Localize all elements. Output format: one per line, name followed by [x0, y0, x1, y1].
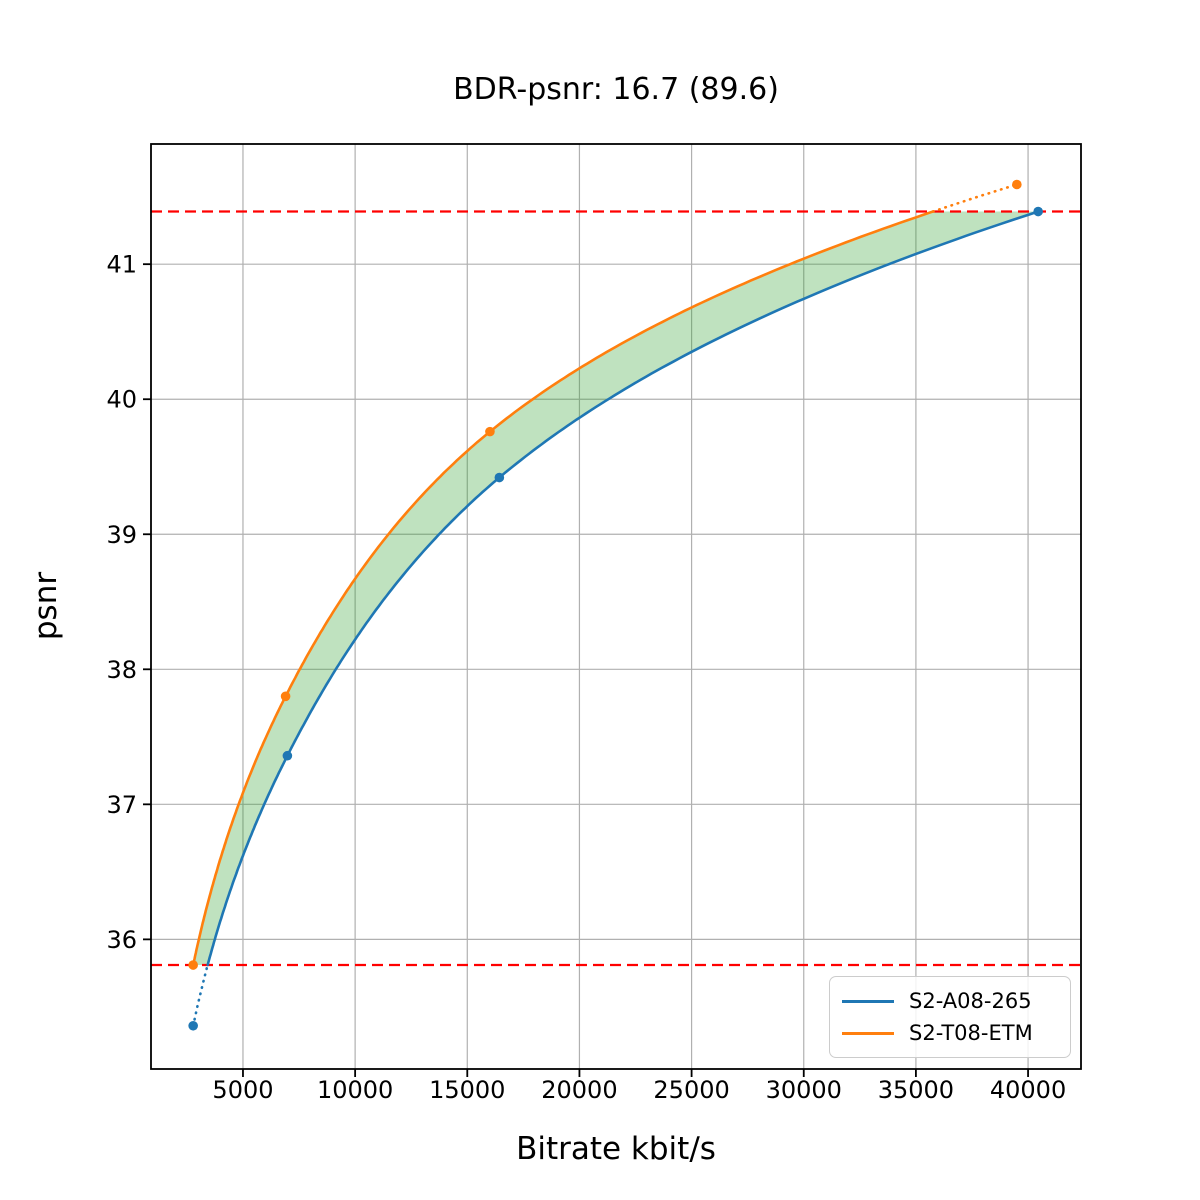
data-point-marker	[485, 426, 495, 437]
legend-line-sample	[842, 999, 894, 1003]
data-point-marker	[188, 1020, 198, 1031]
y-tick-label: 37	[106, 791, 137, 819]
legend-label: S2-T08-ETM	[909, 1021, 1033, 1045]
data-point-marker	[280, 691, 291, 702]
y-axis-label: psnr	[28, 571, 64, 641]
legend-item: S2-A08-265	[842, 989, 1058, 1013]
data-point-marker	[1033, 206, 1043, 217]
y-tick-label: 36	[106, 926, 137, 954]
y-tick-label: 41	[106, 251, 137, 279]
y-tick-label: 39	[106, 521, 137, 549]
legend-label: S2-A08-265	[909, 989, 1032, 1013]
bd-area-fill	[193, 211, 1039, 965]
axes-spines	[150, 143, 1082, 1070]
legend-line-sample	[842, 1031, 894, 1035]
series-dotted-tail	[931, 183, 1019, 213]
x-tick-label: 30000	[766, 1076, 842, 1104]
chart-title: BDR-psnr: 16.7 (89.6)	[453, 72, 779, 107]
x-tick-label: 20000	[541, 1076, 617, 1104]
x-tick-label: 5000	[212, 1076, 273, 1104]
y-tick-label: 40	[106, 386, 137, 414]
y-tick-label: 38	[106, 656, 137, 684]
x-axis-label: Bitrate kbit/s	[516, 1131, 716, 1167]
x-tick-label: 25000	[653, 1076, 729, 1104]
x-tick-label: 35000	[878, 1076, 954, 1104]
x-tick-label: 40000	[990, 1076, 1066, 1104]
series-curve-S2-A08-265	[206, 210, 1040, 967]
data-point-marker	[1012, 179, 1022, 190]
legend: S2-A08-265 S2-T08-ETM	[829, 976, 1071, 1058]
data-point-marker	[188, 960, 198, 970]
x-tick-label: 15000	[429, 1076, 505, 1104]
data-point-marker	[494, 472, 505, 483]
legend-item: S2-T08-ETM	[842, 1021, 1058, 1045]
series-curve-S2-T08-ETM	[191, 210, 935, 967]
x-tick-label: 10000	[317, 1076, 393, 1104]
series-dotted-tail	[191, 963, 209, 1028]
data-point-marker	[282, 750, 293, 761]
